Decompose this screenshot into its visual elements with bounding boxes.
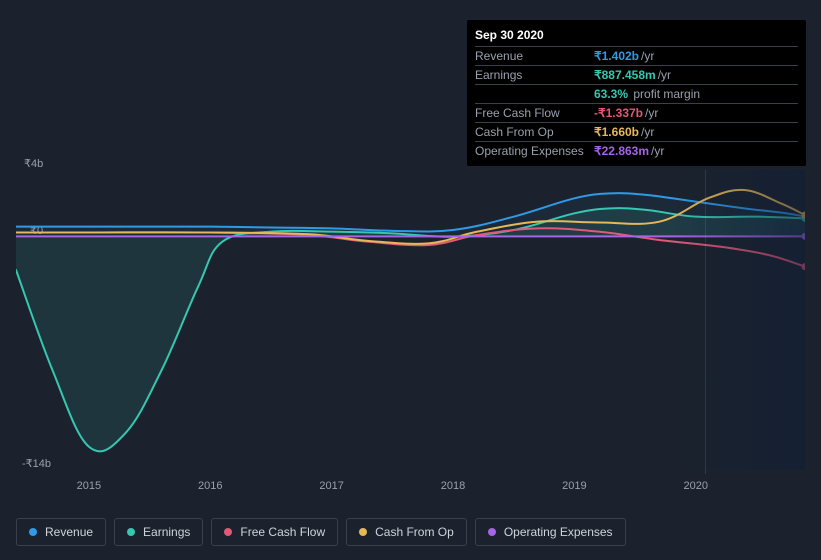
legend: Revenue Earnings Free Cash Flow Cash From O… [16, 518, 626, 546]
legend-dot-icon [127, 528, 135, 536]
tooltip-row: Earnings₹887.458m/yr [475, 66, 798, 85]
tooltip-metric-label: Cash From Op [475, 125, 594, 139]
legend-label: Revenue [45, 525, 93, 539]
financial-chart [16, 170, 805, 470]
tooltip-row: Operating Expenses₹22.863m/yr [475, 142, 798, 160]
tooltip-metric-unit: /yr [641, 125, 654, 139]
tooltip-metric-value: ₹1.402b [594, 49, 639, 63]
legend-dot-icon [29, 528, 37, 536]
legend-item-operating-expenses[interactable]: Operating Expenses [475, 518, 626, 546]
tooltip-metric-label: Revenue [475, 49, 594, 63]
legend-label: Cash From Op [375, 525, 454, 539]
tooltip-metric-value: ₹887.458m [594, 68, 656, 82]
legend-item-revenue[interactable]: Revenue [16, 518, 106, 546]
tooltip-row: Cash From Op₹1.660b/yr [475, 123, 798, 142]
tooltip-sub-value: 63.3% [594, 87, 628, 101]
tooltip-metric-label: Free Cash Flow [475, 106, 594, 120]
tooltip-metric-unit: /yr [641, 49, 654, 63]
tooltip-row: Free Cash Flow-₹1.337b/yr [475, 104, 798, 123]
data-tooltip: Sep 30 2020 Revenue₹1.402b/yrEarnings₹88… [467, 20, 806, 166]
tooltip-date: Sep 30 2020 [475, 26, 798, 47]
tooltip-sub-row: 63.3% profit margin [475, 85, 798, 104]
legend-item-cash-from-op[interactable]: Cash From Op [346, 518, 467, 546]
x-tick-label: 2020 [684, 480, 708, 492]
x-tick-label: 2018 [441, 480, 465, 492]
legend-dot-icon [488, 528, 496, 536]
tooltip-sub-unit: profit margin [630, 87, 700, 101]
tooltip-rows: Revenue₹1.402b/yrEarnings₹887.458m/yr63.… [475, 47, 798, 160]
x-tick-label: 2017 [319, 480, 343, 492]
legend-item-free-cash-flow[interactable]: Free Cash Flow [211, 518, 338, 546]
x-tick-label: 2019 [562, 480, 586, 492]
x-tick-label: 2015 [77, 480, 101, 492]
tooltip-metric-label: Operating Expenses [475, 144, 594, 158]
tooltip-metric-unit: /yr [645, 106, 658, 120]
legend-dot-icon [359, 528, 367, 536]
legend-label: Operating Expenses [504, 525, 613, 539]
tooltip-metric-value: ₹22.863m [594, 144, 649, 158]
tooltip-metric-unit: /yr [651, 144, 664, 158]
tooltip-metric-value: -₹1.337b [594, 106, 643, 120]
legend-item-earnings[interactable]: Earnings [114, 518, 203, 546]
hover-cursor-line [705, 170, 706, 474]
x-tick-label: 2016 [198, 480, 222, 492]
legend-dot-icon [224, 528, 232, 536]
tooltip-metric-value: ₹1.660b [594, 125, 639, 139]
y-tick-label: ₹4b [24, 157, 43, 170]
legend-label: Free Cash Flow [240, 525, 325, 539]
x-axis: 2015 2016 2017 2018 2019 2020 [16, 480, 805, 496]
tooltip-metric-unit: /yr [658, 68, 671, 82]
legend-label: Earnings [143, 525, 190, 539]
tooltip-metric-label: Earnings [475, 68, 594, 82]
tooltip-row: Revenue₹1.402b/yr [475, 47, 798, 66]
